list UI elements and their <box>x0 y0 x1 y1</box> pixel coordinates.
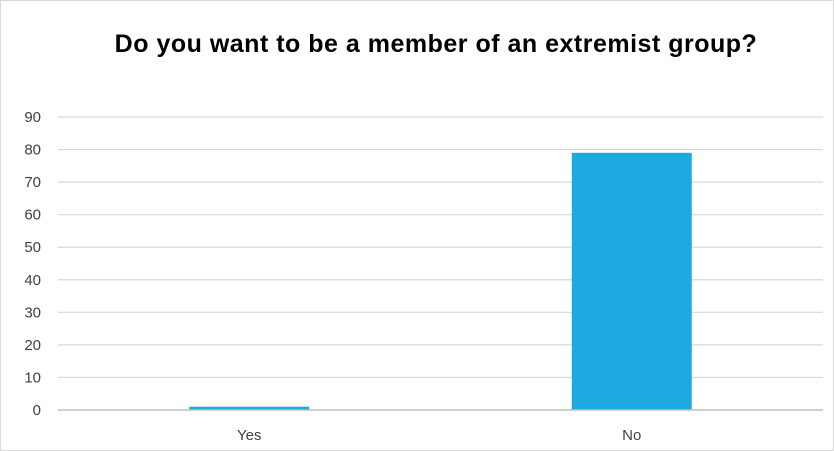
y-tick-label: 70 <box>24 174 41 191</box>
bars <box>189 152 692 411</box>
x-axis-tick-labels: Yes No <box>237 427 641 444</box>
y-tick-label: 0 <box>33 402 41 419</box>
y-tick-label: 20 <box>24 337 41 354</box>
chart-title: Do you want to be a member of an extremi… <box>114 30 758 58</box>
y-tick-label: 80 <box>24 142 41 159</box>
y-tick-label: 30 <box>24 304 41 321</box>
y-tick-label: 60 <box>24 207 41 224</box>
y-tick-label: 50 <box>24 239 41 256</box>
y-axis-tick-labels: 0 10 20 30 40 50 60 70 80 90 <box>24 109 41 419</box>
x-tick-label: Yes <box>237 427 261 444</box>
y-tick-label: 40 <box>24 272 41 289</box>
bar-yes <box>189 406 310 410</box>
y-tick-label: 10 <box>24 369 41 386</box>
x-tick-label: No <box>622 427 641 444</box>
gridlines <box>58 116 823 379</box>
bar-no <box>571 152 692 411</box>
y-tick-label: 90 <box>24 109 41 126</box>
